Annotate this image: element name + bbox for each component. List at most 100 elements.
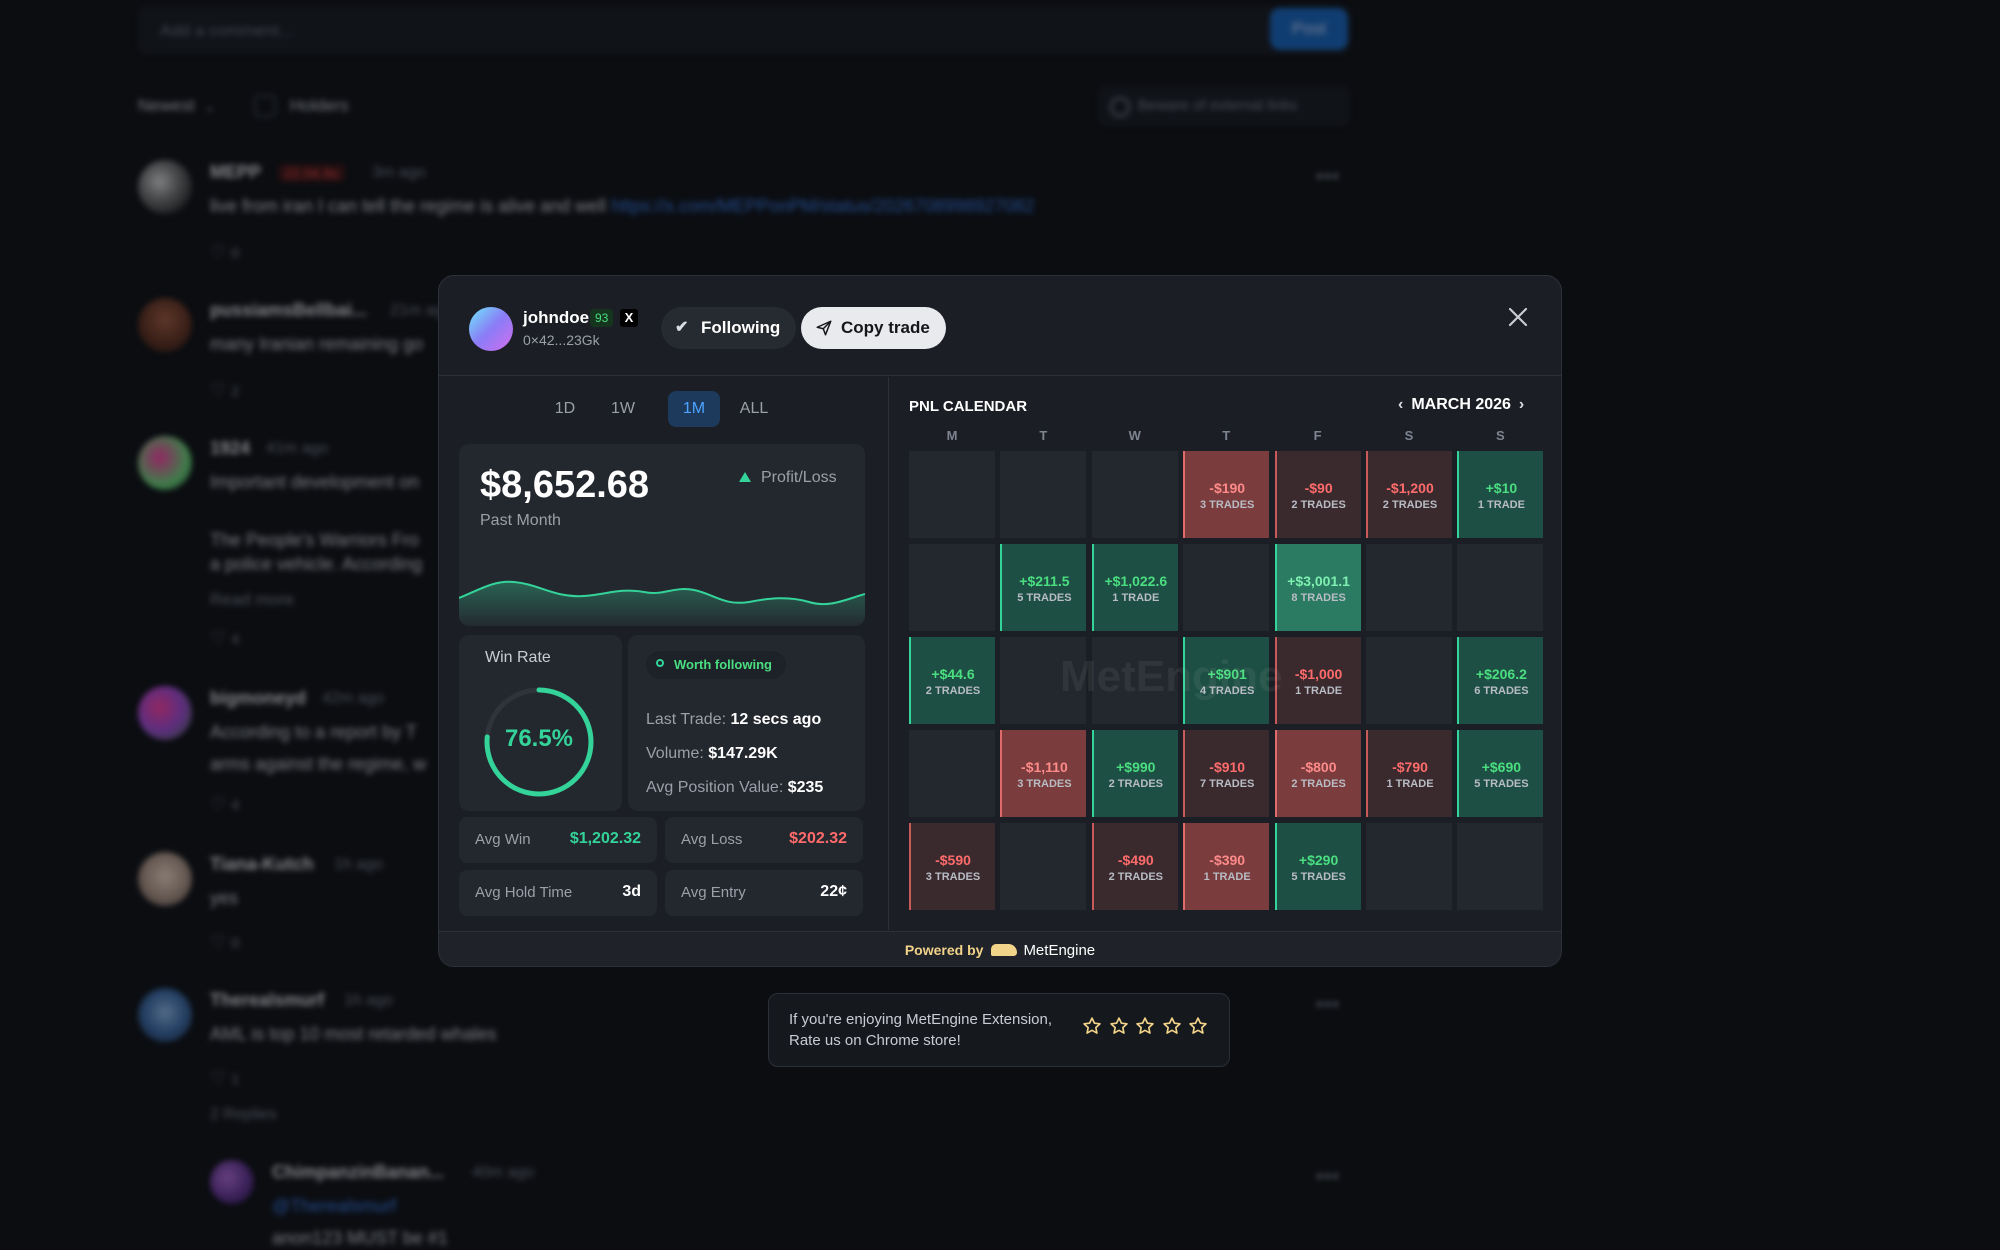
calendar-day-cell[interactable]: +$3,001.1 8 TRADES	[1274, 544, 1361, 631]
comment-author: Tiana-Kutch	[210, 854, 314, 874]
day-trade-count: 8 TRADES	[1291, 592, 1346, 604]
pnl-sparkline	[459, 580, 865, 626]
comment-time: 3m ago	[372, 164, 426, 181]
comment-author: MEPP	[210, 162, 262, 182]
comment-input[interactable]: Add a comment...	[138, 6, 1350, 54]
read-more-link[interactable]: Read more	[210, 590, 295, 609]
calendar-day-cell[interactable]: -$1,200 2 TRADES	[1366, 451, 1452, 538]
replies-toggle[interactable]: 2 Replies	[210, 1106, 277, 1123]
copy-trade-button[interactable]: Copy trade	[801, 307, 946, 349]
calendar-day-cell[interactable]: +$901 4 TRADES	[1183, 637, 1270, 724]
calendar-day-cell[interactable]: +$990 2 TRADES	[1091, 730, 1178, 817]
comment-text: a police vehicle. According	[210, 554, 423, 574]
day-pnl: -$1,110	[1021, 759, 1068, 775]
holders-checkbox[interactable]	[254, 95, 276, 117]
win-rate-title: Win Rate	[485, 649, 551, 666]
more-options-icon[interactable]: •••	[1316, 166, 1341, 188]
avg-entry-key: Avg Entry	[681, 884, 746, 901]
volume-row: Volume: $147.29K	[646, 745, 778, 763]
calendar-day-cell[interactable]: -$790 1 TRADE	[1366, 730, 1452, 817]
win-rate-ring	[484, 687, 594, 797]
day-pnl: +$44.6	[931, 666, 975, 682]
wallet-address: 0×42...23Gk	[523, 332, 600, 348]
following-button[interactable]: ✔ Following	[661, 307, 797, 349]
day-trade-count: 3 TRADES	[1017, 778, 1072, 790]
stats-panel: 1D 1W 1M ALL $8,652.68 Past Month Profit…	[439, 377, 889, 930]
chevron-right-icon[interactable]: ›	[1518, 396, 1525, 413]
calendar-day-cell[interactable]: -$490 2 TRADES	[1091, 823, 1178, 910]
star-icon[interactable]	[1162, 1016, 1182, 1036]
star-icon[interactable]	[1109, 1016, 1129, 1036]
avg-position-value: $235	[787, 779, 824, 796]
calendar-day-cell[interactable]: -$910 7 TRADES	[1183, 730, 1270, 817]
calendar-day-cell[interactable]: +$44.6 2 TRADES	[909, 637, 995, 724]
check-icon: ✔	[675, 319, 689, 336]
calendar-day-cell[interactable]: +$211.5 5 TRADES	[1000, 544, 1087, 631]
pnl-calendar: PNL CALENDAR ‹ MARCH 2026 › -$190 3 TRADES -…	[890, 377, 1561, 930]
avg-hold-key: Avg Hold Time	[475, 884, 573, 901]
x-logo-icon[interactable]: X	[620, 309, 638, 327]
comment-text: yes	[210, 888, 239, 908]
like-count[interactable]: 1	[210, 1068, 239, 1089]
like-count[interactable]: 0	[210, 932, 239, 953]
timeframe-1m[interactable]: 1M	[668, 391, 720, 427]
calendar-day-cell[interactable]: +$290 5 TRADES	[1274, 823, 1361, 910]
day-trade-count: 2 TRADES	[1382, 499, 1438, 511]
day-pnl: -$590	[935, 852, 971, 868]
comment-text: many Iranian remaining go	[210, 334, 424, 354]
star-icon[interactable]	[1082, 1016, 1102, 1036]
calendar-day-cell[interactable]: -$590 3 TRADES	[909, 823, 995, 910]
timeframe-all[interactable]: ALL	[739, 400, 769, 417]
weekday-header: T	[1222, 428, 1231, 443]
like-count[interactable]: 4	[210, 628, 239, 649]
month-label: MARCH 2026	[1411, 396, 1511, 413]
comment-text: Important development on	[210, 472, 420, 492]
more-options-icon[interactable]: •••	[1316, 1166, 1341, 1188]
comment-mention[interactable]: @Therealsmurf	[272, 1196, 397, 1216]
timeframe-1d[interactable]: 1D	[554, 400, 576, 417]
day-trade-count: 1 TRADE	[1295, 685, 1343, 697]
calendar-day-cell[interactable]: +$10 1 TRADE	[1457, 451, 1544, 538]
calendar-day-cell[interactable]: -$390 1 TRADE	[1183, 823, 1270, 910]
avatar	[138, 852, 192, 906]
calendar-day-cell[interactable]: -$190 3 TRADES	[1183, 451, 1270, 538]
calendar-day-cell[interactable]: +$1,022.6 1 TRADE	[1091, 544, 1178, 631]
comment-link[interactable]: https://x.com/MEPPonPM/status/2026708998…	[611, 196, 1035, 216]
like-count[interactable]: 4	[210, 794, 239, 815]
worth-following-badge: Worth following	[646, 651, 786, 679]
comment-time: 40m ago	[472, 1164, 535, 1181]
brand-name[interactable]: MetEngine	[1023, 942, 1096, 959]
calendar-day-cell[interactable]: +$690 5 TRADES	[1457, 730, 1544, 817]
avg-win-value: $1,202.32	[569, 830, 641, 847]
star-icon[interactable]	[1188, 1016, 1208, 1036]
day-pnl: -$1,000	[1294, 666, 1343, 682]
timeframe-1w[interactable]: 1W	[611, 400, 635, 417]
calendar-day-cell[interactable]: -$1,110 3 TRADES	[1000, 730, 1087, 817]
calendar-day-cell	[1091, 637, 1178, 724]
close-icon[interactable]	[1507, 306, 1529, 328]
sort-dropdown[interactable]: Newest ⌄	[138, 96, 215, 116]
avatar	[138, 436, 192, 490]
comment-body: live from iran I can tell the regime is …	[210, 196, 612, 216]
sort-label: Newest	[138, 96, 195, 115]
star-icon[interactable]	[1135, 1016, 1155, 1036]
calendar-day-cell[interactable]: -$800 2 TRADES	[1274, 730, 1361, 817]
day-trade-count: 4 TRADES	[1199, 685, 1255, 697]
like-count[interactable]: 0	[210, 242, 239, 263]
chevron-left-icon[interactable]: ‹	[1398, 396, 1404, 413]
day-trade-count: 3 TRADES	[1199, 499, 1255, 511]
post-button[interactable]: Post	[1270, 8, 1348, 50]
calendar-day-cell[interactable]: -$1,000 1 TRADE	[1274, 637, 1361, 724]
avatar	[210, 1160, 254, 1204]
rating-line-1: If you're enjoying MetEngine Extension,	[789, 1011, 1053, 1028]
calendar-day-cell[interactable]: +$206.2 6 TRADES	[1457, 637, 1544, 724]
day-pnl: +$690	[1481, 759, 1522, 775]
calendar-day-cell[interactable]: -$90 2 TRADES	[1274, 451, 1361, 538]
rating-line-2: Rate us on Chrome store!	[789, 1032, 961, 1049]
pnl-tag-label: Profit/Loss	[761, 469, 837, 486]
pnl-tag: Profit/Loss	[739, 469, 837, 487]
like-count[interactable]: 2	[210, 380, 239, 401]
more-options-icon[interactable]: •••	[1316, 994, 1341, 1016]
chevron-down-icon: ⌄	[204, 100, 215, 114]
